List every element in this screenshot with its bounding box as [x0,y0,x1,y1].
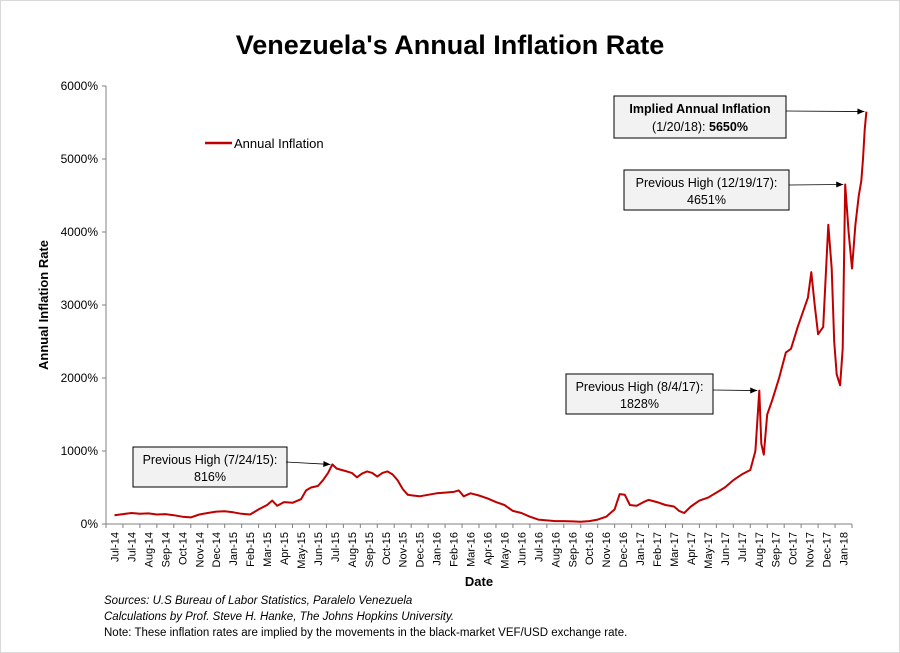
annotation-title: Implied Annual Inflation [629,102,770,116]
x-tick-label: Feb-15 [245,532,257,567]
x-tick-label: Nov-16 [601,532,613,567]
x-tick-label: Aug-15 [347,532,359,567]
x-tick-label: Jul-16 [533,532,545,562]
x-tick-label: Nov-17 [805,532,817,567]
chart-title: Venezuela's Annual Inflation Rate [235,30,665,60]
x-tick-label: Sep-17 [771,532,783,567]
x-tick-label: Mar-16 [466,532,478,567]
y-tick-label: 0% [81,517,99,531]
x-tick-label: Nov-14 [194,532,206,567]
series-line-annual-inflation [114,111,868,523]
x-tick-label: May-15 [296,532,308,569]
x-tick-label: Apr-15 [279,532,291,565]
annotation-title: Previous High (8/4/17): [576,380,704,394]
x-tick-label: Jun-17 [720,532,732,566]
x-tick-label: Feb-17 [652,532,664,567]
x-tick-label: Aug-16 [550,532,562,567]
y-tick-label: 3000% [61,298,99,312]
y-tick-label: 4000% [61,225,99,239]
x-tick-label: Mar-17 [669,532,681,567]
x-tick-label: Dec-15 [415,532,427,567]
x-tick-label: Jan-17 [635,532,647,566]
x-tick-label: Mar-15 [262,532,274,567]
x-tick-label: Oct-16 [584,532,596,565]
x-tick-label: Jul-17 [737,532,749,562]
x-tick-label: May-16 [499,532,511,569]
y-tick-label: 5000% [61,152,99,166]
x-tick-label: Sep-15 [364,532,376,567]
y-tick-label: 2000% [61,371,99,385]
annotation-box [132,446,288,488]
y-axis-title: Annual Inflation Rate [36,240,51,370]
x-tick-label: Dec-17 [822,532,834,567]
annotation-value: 5650% [709,120,748,134]
x-tick-label: Jun-16 [516,532,528,566]
legend-label: Annual Inflation [234,136,324,151]
x-tick-label: Oct-15 [381,532,393,565]
x-tick-label: Dec-14 [211,532,223,567]
annotation-arrow [785,110,865,112]
x-tick-label: Jul-14 [126,532,138,562]
x-tick-label: Oct-17 [788,532,800,565]
x-tick-label: Apr-17 [686,532,698,565]
x-tick-label: Oct-14 [177,532,189,565]
x-tick-label: Jul-15 [330,532,342,562]
annotation-title: Previous High (7/24/15): [143,453,278,467]
x-tick-label: Jan-16 [432,532,444,566]
x-tick-label: May-17 [703,532,715,569]
sources-note: Sources: U.S Bureau of Labor Statistics,… [104,595,413,607]
x-tick-label: Sep-16 [567,532,579,567]
x-tick-label: Dec-16 [618,532,630,567]
annotation-arrow [285,461,331,465]
x-tick-label: Apr-16 [482,532,494,565]
x-tick-label: Jan-18 [839,532,851,566]
annotation-value: 4651% [687,193,726,207]
calculations-note: Calculations by Prof. Steve H. Hanke, Th… [104,611,455,623]
x-tick-label: Sep-14 [160,532,172,567]
x-tick-label: Aug-14 [143,532,155,567]
x-axis-title: Date [465,574,493,589]
annotation-arrowhead [323,461,331,468]
exchange-rate-note: Note: These inflation rates are implied … [104,627,628,639]
x-tick-label: Jan-15 [228,532,240,566]
x-tick-label: Jul-14 [109,532,121,562]
annotation-value: 1828% [620,397,659,411]
y-tick-label: 1000% [61,444,99,458]
annotation-box [565,373,714,415]
x-tick-label: Jun-15 [313,532,325,566]
annotation-arrow [712,389,758,391]
y-tick-label: 6000% [61,79,99,93]
x-tick-label: Feb-16 [449,532,461,567]
x-tick-label: Nov-15 [398,532,410,567]
annotation-arrow [788,184,844,186]
notes-block: Sources: U.S Bureau of Labor Statistics,… [104,593,627,641]
annotation-date: (1/20/18): 5650% [652,120,748,134]
annotation-box [623,169,790,211]
annotation-box [613,95,787,139]
annotation-value: 816% [194,470,226,484]
annotation-arrowhead [857,108,865,115]
annotation-arrowhead [836,181,844,188]
annotation-arrowhead [750,387,758,394]
annotation-title: Previous High (12/19/17): [636,176,778,190]
x-tick-label: Aug-17 [754,532,766,567]
